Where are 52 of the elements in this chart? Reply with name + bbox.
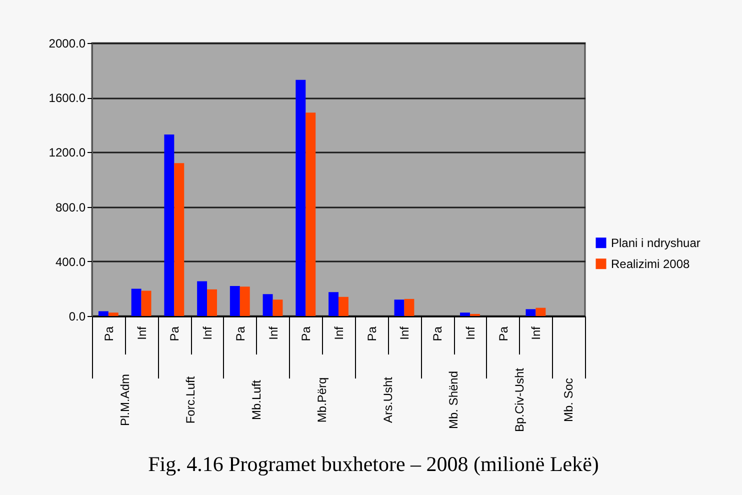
x-tick-label: Pa xyxy=(496,326,510,342)
bar xyxy=(296,80,306,316)
bar xyxy=(164,134,174,316)
y-tick-label: 1200.0 xyxy=(48,146,86,160)
x-tick-label: Pa xyxy=(364,326,379,342)
x-tick-label: Inf xyxy=(398,326,412,340)
bar xyxy=(98,311,108,316)
bar xyxy=(240,286,250,316)
bar xyxy=(272,300,283,316)
x-tick-label: Inf xyxy=(200,326,215,340)
y-tick-label: 400.0 xyxy=(55,254,86,269)
x-tick-label: Inf xyxy=(529,326,544,340)
bar xyxy=(536,308,546,316)
bar xyxy=(338,296,348,316)
x-tick-label: Pa xyxy=(233,326,248,342)
bar xyxy=(306,112,316,316)
legend-label: Realizimi 2008 xyxy=(611,256,690,271)
bar xyxy=(262,294,273,316)
text: Mb. Shënd xyxy=(446,370,461,430)
text: Ars.Usht xyxy=(380,376,395,424)
y-tick-label: 2000.0 xyxy=(48,36,86,50)
bar xyxy=(230,286,240,316)
text: Mb. Soc xyxy=(562,378,576,422)
x-tick-label: Pa xyxy=(102,326,116,342)
bar xyxy=(526,309,536,316)
x-tick-label: Pa xyxy=(299,326,314,342)
bar xyxy=(108,312,118,316)
x-tick-label: Inf xyxy=(134,326,149,340)
y-tick-label: 1600.0 xyxy=(48,91,86,106)
text: Bp.Civ-Usht xyxy=(512,367,526,432)
x-tick-label: Pa xyxy=(430,326,445,342)
text: Fig. 4.16 Programet buxhetore – 2008 (milionë Lekë) xyxy=(148,452,599,476)
bar xyxy=(197,281,208,316)
bar xyxy=(141,290,152,316)
y-tick-label: 800.0 xyxy=(55,200,86,214)
bar xyxy=(460,312,470,316)
y-tick-label: 0.0 xyxy=(68,310,86,324)
bar xyxy=(131,288,142,316)
bar xyxy=(328,292,338,316)
bar xyxy=(174,163,184,316)
x-tick-label: Inf xyxy=(463,326,478,340)
bar xyxy=(207,289,217,316)
x-tick-label: Inf xyxy=(332,326,346,340)
x-tick-label: Inf xyxy=(266,326,280,340)
bar xyxy=(404,298,414,316)
x-tick-label: Pa xyxy=(168,326,182,342)
text: Mb.Luft xyxy=(249,379,264,420)
bar xyxy=(394,300,404,316)
legend-label: Plani i ndryshuar xyxy=(611,236,700,250)
text: Forc.Luft xyxy=(184,376,198,424)
text: Mb.Përq xyxy=(315,377,330,423)
text: Pl.M.Adm xyxy=(118,374,132,426)
